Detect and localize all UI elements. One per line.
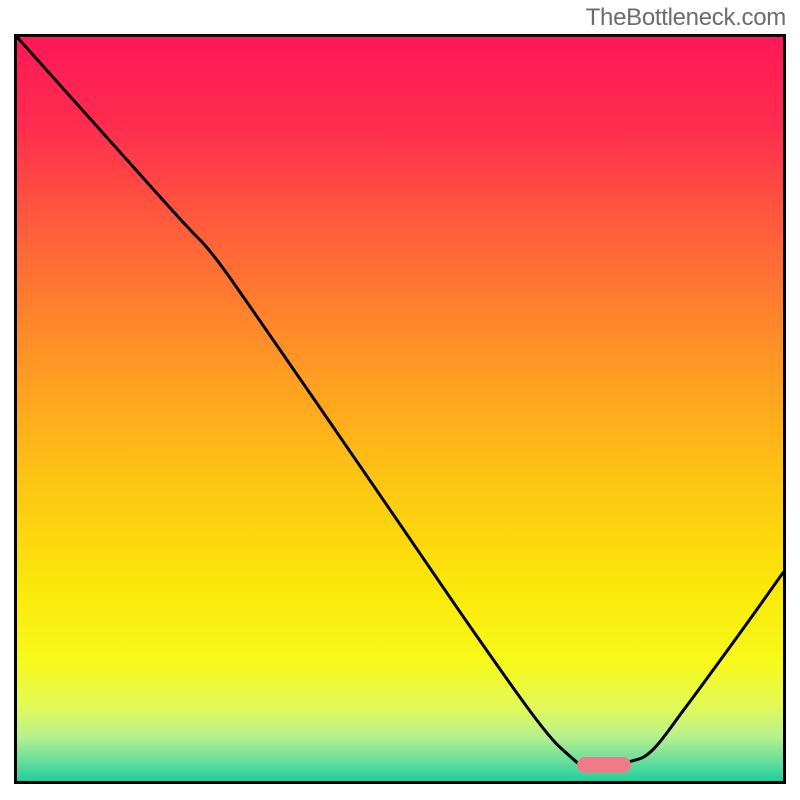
watermark-text: TheBottleneck.com xyxy=(586,4,786,32)
curve-line xyxy=(17,37,783,781)
chart-container: { "watermark": { "text": "TheBottleneck.… xyxy=(0,0,800,800)
chart-plot-area xyxy=(14,34,786,784)
bottleneck-marker xyxy=(577,757,631,773)
